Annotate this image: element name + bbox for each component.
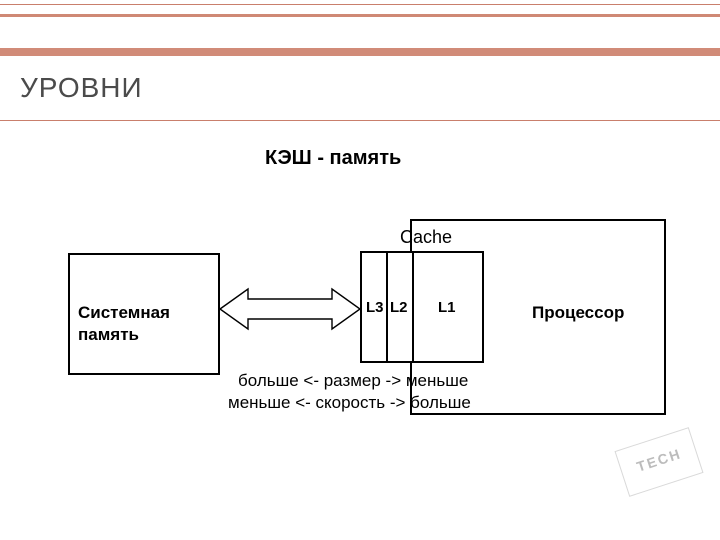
header-rule-thick (0, 48, 720, 56)
slide-title: УРОВНИ (20, 72, 143, 104)
bus-connector-icon (220, 285, 360, 333)
header-rule-thin-top (0, 4, 720, 5)
cache-l1-label: L1 (438, 299, 456, 316)
processor-label: Процессор (532, 303, 624, 323)
system-memory-label-1: Системная (78, 303, 170, 323)
diagram-title: КЭШ - память (265, 147, 401, 170)
cache-l2-label: L2 (390, 299, 408, 316)
cache-l3-label: L3 (366, 299, 384, 316)
cache-divider-l3 (386, 251, 388, 363)
caption-speed: меньше <- скорость -> больше (228, 393, 471, 413)
cache-diagram: КЭШ - память Cache Процессор Системная п… (40, 135, 685, 475)
header-rule-thin-bottom (0, 120, 720, 121)
system-memory-label-2: память (78, 325, 139, 345)
cache-divider-l2 (412, 251, 414, 363)
header-rule-mid (0, 14, 720, 17)
caption-size: больше <- размер -> меньше (238, 371, 468, 391)
